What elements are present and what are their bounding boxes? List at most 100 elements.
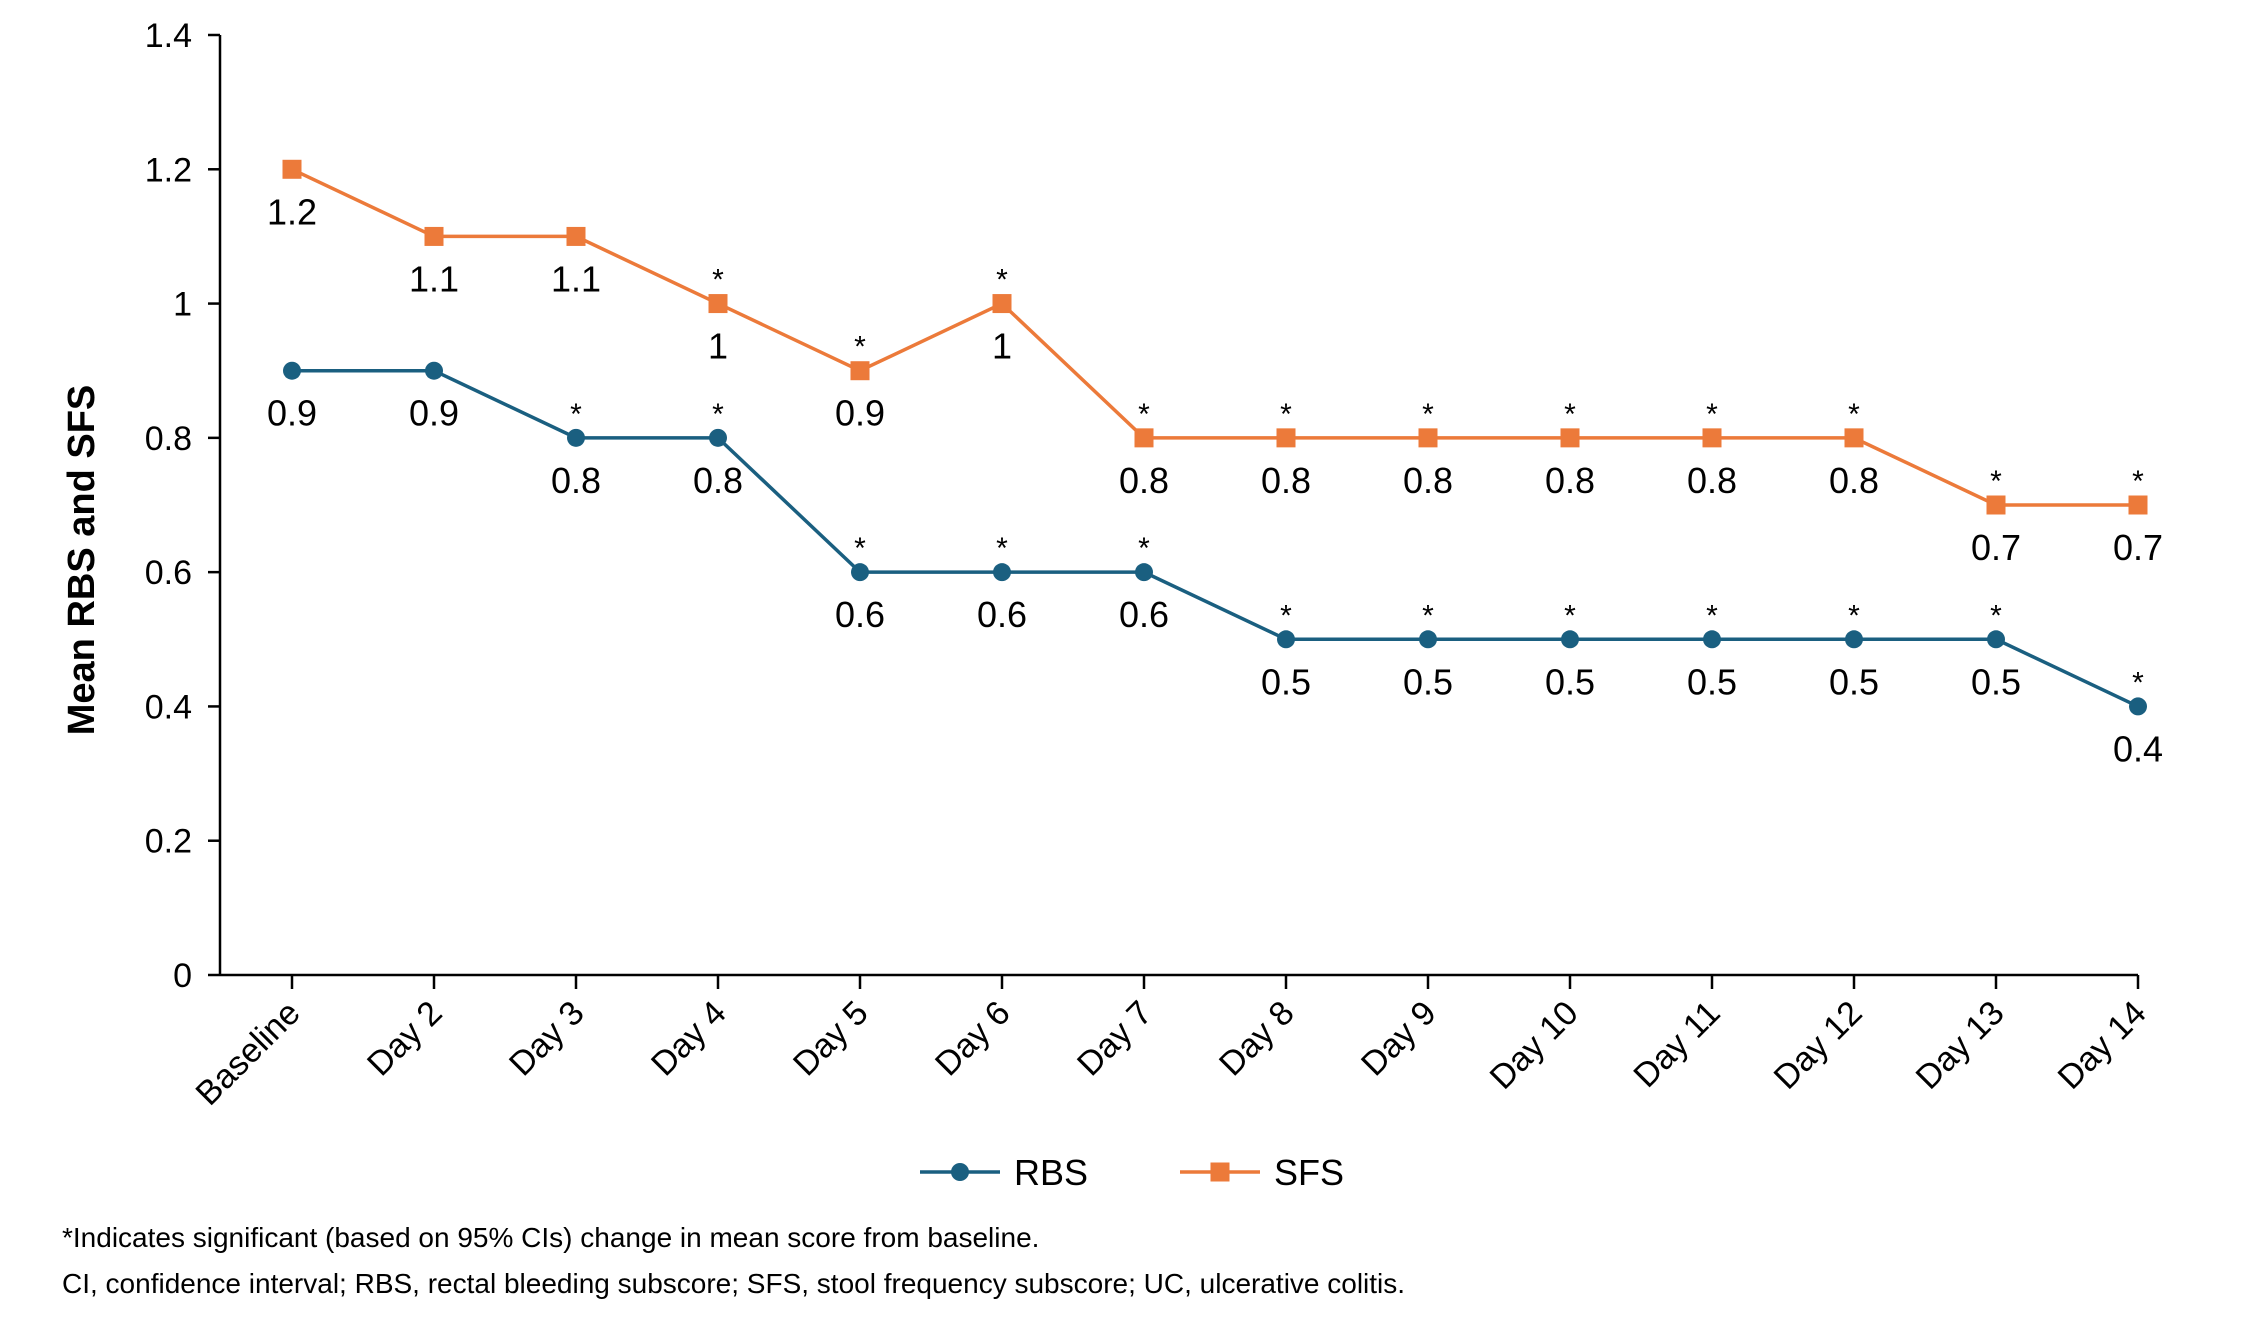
data-label-rbs: 0.6 [835,594,885,635]
data-label-rbs: 0.5 [1971,661,2021,702]
data-label-sfs: 0.7 [1971,527,2021,568]
data-point-sfs [1986,495,2006,515]
legend-marker-rbs [951,1163,969,1181]
x-tick-label: Day 12 [1767,994,1870,1097]
data-point-sfs [1134,428,1154,448]
significance-marker: * [1564,398,1576,431]
data-label-sfs: 1.1 [551,258,601,299]
data-label-sfs: 0.7 [2113,527,2163,568]
data-point-rbs [993,563,1011,582]
data-label-rbs: 0.5 [1687,661,1737,702]
data-label-rbs: 0.5 [1545,661,1595,702]
significance-marker: * [854,532,866,565]
legend-marker-sfs [1210,1162,1230,1182]
x-tick-label: Day 13 [1909,994,2012,1097]
data-label-sfs: 0.8 [1403,460,1453,501]
data-point-sfs [424,226,444,246]
series-layer [282,159,2148,716]
significance-marker: * [854,331,866,364]
y-tick-label: 0.4 [145,688,192,726]
data-point-sfs [1276,428,1296,448]
significance-marker: * [1848,599,1860,632]
data-point-rbs [2129,697,2147,716]
significance-marker: * [1138,398,1150,431]
significance-marker: * [1422,599,1434,632]
y-axis-title: Mean RBS and SFS [61,385,103,736]
data-label-rbs: 0.5 [1261,661,1311,702]
data-point-rbs [283,361,301,380]
data-point-rbs [1561,630,1579,649]
data-label-rbs: 0.6 [977,594,1027,635]
data-label-sfs: 0.8 [1261,460,1311,501]
data-label-sfs: 0.8 [1829,460,1879,501]
y-tick-label: 1 [173,286,192,324]
data-label-sfs: 1 [992,326,1012,367]
legend: RBS SFS [920,1152,1344,1193]
footnote-significance: *Indicates significant (based on 95% CIs… [62,1222,1040,1253]
footnote-abbreviations: CI, confidence interval; RBS, rectal ble… [62,1268,1406,1299]
legend-label-sfs: SFS [1274,1152,1344,1193]
x-tick-label: Day 5 [786,994,876,1084]
significance-marker: * [1990,465,2002,498]
x-tick-label: Day 9 [1354,994,1444,1084]
data-label-rbs: 0.8 [551,460,601,501]
data-point-sfs [708,294,728,314]
significance-marker: * [1280,398,1292,431]
legend-label-rbs: RBS [1014,1152,1088,1193]
significance-marker: * [2132,666,2144,699]
data-label-sfs: 0.8 [1687,460,1737,501]
data-point-rbs [1135,563,1153,582]
data-labels-layer: 0.9 0.9 0.8 * 0.8 * 0.6 * 0.6 * 0.6 * 0.5 * 0.5 * 0.5 * 0.… [267,191,2163,769]
data-label-sfs: 0.8 [1119,460,1169,501]
x-tick-label: Day 10 [1483,994,1586,1097]
series-line-sfs [291,167,2138,507]
data-label-rbs: 0.9 [267,393,317,434]
y-tick-label: 0.6 [145,554,192,592]
y-tick-label: 0.8 [145,420,192,458]
significance-marker: * [1706,398,1718,431]
x-tick-label: Baseline [189,994,308,1113]
significance-marker: * [996,264,1008,297]
data-point-sfs [282,159,302,179]
y-tick-label: 1.2 [145,151,192,189]
data-point-sfs [1418,428,1438,448]
x-tick-label: Day 7 [1070,994,1160,1084]
significance-marker: * [1706,599,1718,632]
x-tick-label: Day 3 [502,994,592,1084]
x-tick-label: Day 6 [928,994,1018,1084]
significance-marker: * [712,264,724,297]
data-point-sfs [1560,428,1580,448]
y-tick-label: 1.4 [145,17,192,55]
data-point-rbs [851,563,869,582]
data-label-rbs: 0.6 [1119,594,1169,635]
x-tick-label: Day 8 [1212,994,1302,1084]
data-label-sfs: 1.2 [267,191,317,232]
x-tick-label: Day 14 [2051,994,2154,1097]
x-tick-label: Day 4 [644,994,734,1084]
data-point-sfs [1702,428,1722,448]
significance-marker: * [996,532,1008,565]
significance-marker: * [712,398,724,431]
significance-marker: * [1990,599,2002,632]
significance-marker: * [1564,599,1576,632]
data-label-rbs: 0.8 [693,460,743,501]
data-point-sfs [1844,428,1864,448]
data-point-rbs [1845,630,1863,649]
x-tick-label: Day 11 [1626,994,1727,1095]
series-line-rbs [292,368,2139,709]
data-point-rbs [1277,630,1295,649]
significance-marker: * [1138,532,1150,565]
significance-marker: * [2132,465,2144,498]
data-point-rbs [1419,630,1437,649]
data-label-rbs: 0.4 [2113,728,2163,769]
significance-marker: * [1422,398,1434,431]
data-point-sfs [566,226,586,246]
data-point-rbs [1703,630,1721,649]
data-point-sfs [850,361,870,381]
data-label-sfs: 0.8 [1545,460,1595,501]
data-label-rbs: 0.9 [409,393,459,434]
data-point-rbs [1987,630,2005,649]
data-point-rbs [567,428,585,447]
significance-marker: * [1280,599,1292,632]
data-label-sfs: 1.1 [409,258,459,299]
